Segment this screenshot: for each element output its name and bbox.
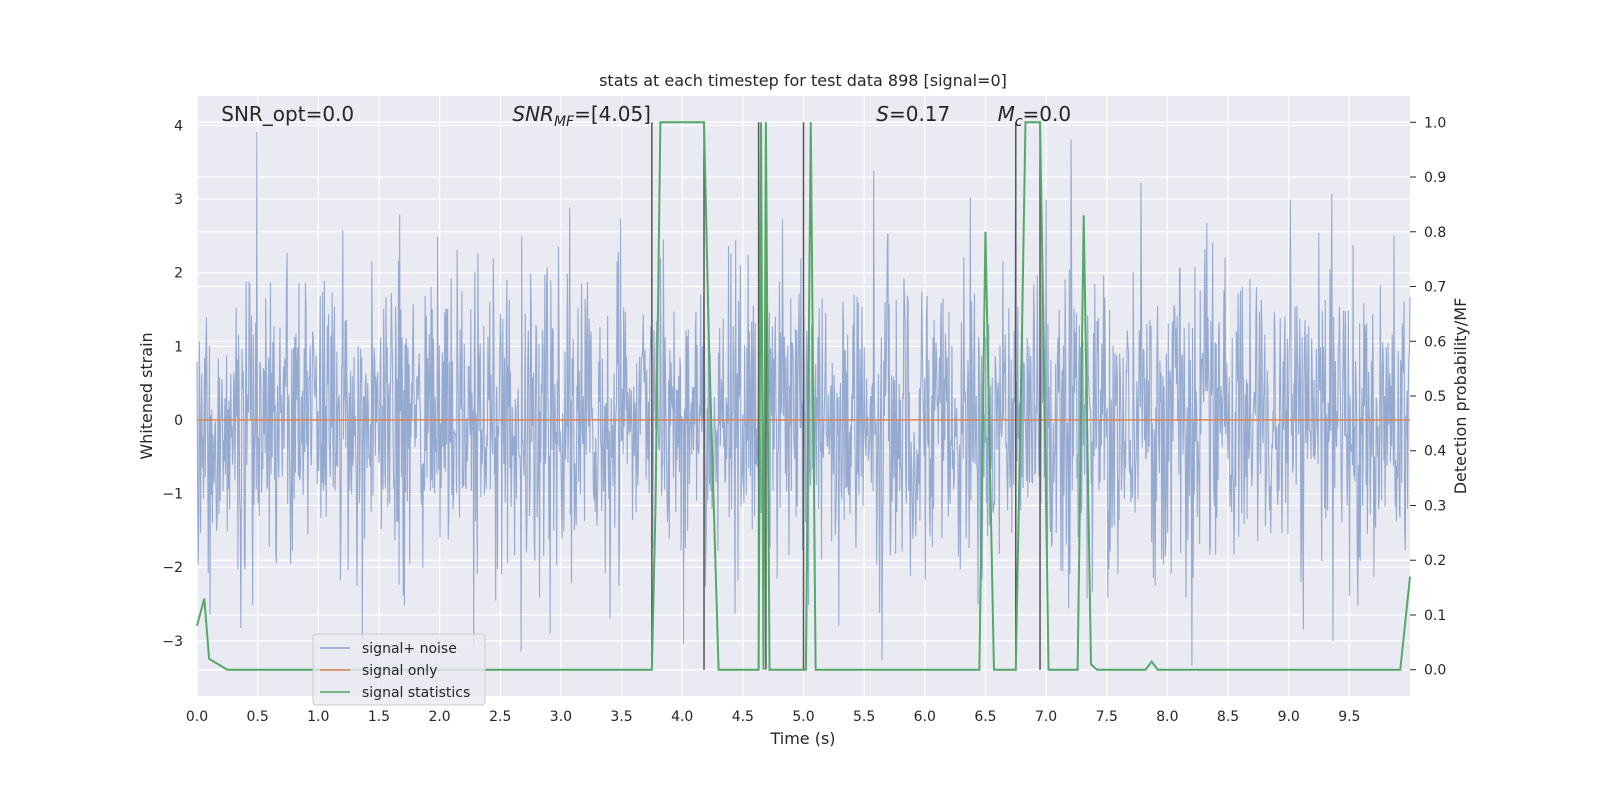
y-tick-label: −3 [162, 634, 183, 650]
legend-label-noise: signal+ noise [362, 641, 457, 657]
y-right-tick-label: 1.0 [1424, 115, 1446, 131]
y-tick-label: −1 [162, 487, 183, 503]
y-right-tick-label: 0.9 [1424, 170, 1446, 186]
annotation-3: Mc=0.0 [998, 102, 1072, 130]
x-tick-label: 6.0 [914, 709, 936, 725]
y-right-tick-label: 0.5 [1424, 389, 1446, 405]
x-tick-label: 3.0 [550, 709, 572, 725]
annotation-2: S=0.17 [876, 102, 950, 126]
x-tick-label: 9.0 [1278, 709, 1300, 725]
annotation-0: SNR_opt=0.0 [221, 102, 354, 126]
x-tick-label: 2.5 [489, 709, 511, 725]
y-right-tick-label: 0.1 [1424, 608, 1446, 624]
x-tick-label: 4.5 [732, 709, 754, 725]
y-right-tick-label: 0.7 [1424, 280, 1446, 296]
y-right-tick-label: 0.6 [1424, 334, 1446, 350]
x-tick-label: 0.5 [247, 709, 269, 725]
x-tick-label: 0.0 [186, 709, 208, 725]
y-tick-label: 2 [174, 266, 183, 282]
x-tick-label: 5.5 [853, 709, 875, 725]
x-axis-label: Time (s) [769, 729, 835, 748]
x-tick-label: 3.5 [610, 709, 632, 725]
x-tick-label: 5.0 [792, 709, 814, 725]
x-tick-label: 9.5 [1338, 709, 1360, 725]
y-tick-label: 4 [174, 118, 183, 134]
annotations: SNR_opt=0.0 SNRMF=[4.05] S=0.17 Mc=0.0 [221, 102, 1071, 130]
y-tick-label: −2 [162, 560, 183, 576]
legend: signal+ noise signal only signal statist… [312, 633, 486, 706]
x-tick-label: 8.5 [1217, 709, 1239, 725]
y-right-axis-ticks: 0.0 0.1 0.2 0.3 0.4 0.5 0.6 0.7 0.8 0.9 1.0 [1410, 115, 1446, 679]
x-tick-label: 6.5 [974, 709, 996, 725]
y-tick-label: 1 [174, 339, 183, 355]
x-tick-label: 7.5 [1096, 709, 1118, 725]
legend-label-signal-only: signal only [362, 663, 437, 679]
x-axis-ticks: 0.0 0.5 1.0 1.5 2.0 2.5 3.0 3.5 4.0 4.5 5.0 5.5 6.0 6… [186, 709, 1361, 725]
y-axis-label: Whitened strain [137, 332, 156, 459]
x-tick-label: 4.0 [671, 709, 693, 725]
legend-box [312, 633, 486, 706]
y-right-tick-label: 0.4 [1424, 444, 1446, 460]
x-tick-label: 1.5 [368, 709, 390, 725]
y-right-tick-label: 0.0 [1424, 663, 1446, 679]
y-right-axis-label: Detection probability/MF [1451, 298, 1470, 495]
y-axis-ticks: −3 −2 −1 0 1 2 3 4 [162, 118, 183, 649]
x-tick-label: 8.0 [1156, 709, 1178, 725]
x-tick-label: 7.0 [1035, 709, 1057, 725]
y-right-tick-label: 0.2 [1424, 553, 1446, 569]
signal-statistics-line [196, 121, 1411, 671]
y-tick-label: 3 [174, 192, 183, 208]
y-tick-label: 0 [174, 413, 183, 429]
annotation-1: SNRMF=[4.05] [512, 102, 651, 130]
signal-statistics-series [196, 121, 1411, 671]
y-right-tick-label: 0.8 [1424, 225, 1446, 241]
chart-title: stats at each timestep for test data 898… [599, 71, 1007, 90]
vertical-markers [651, 122, 1041, 670]
y-right-tick-label: 0.3 [1424, 498, 1446, 514]
legend-label-statistics: signal statistics [362, 685, 470, 701]
x-tick-label: 2.0 [428, 709, 450, 725]
x-tick-label: 1.0 [307, 709, 329, 725]
